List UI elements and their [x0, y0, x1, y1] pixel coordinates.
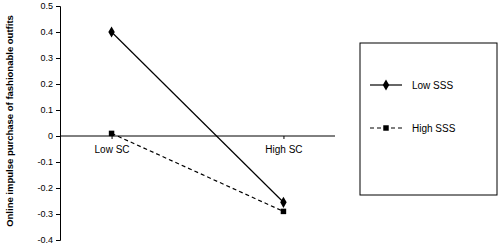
series-marker [108, 26, 114, 37]
x-tick-mark [283, 136, 284, 139]
legend-box [360, 43, 497, 195]
series-line [112, 32, 284, 202]
y-tick-mark [56, 162, 60, 163]
y-tick: -0.2 [37, 183, 60, 193]
y-tick-mark [56, 110, 60, 111]
plot-area [108, 26, 286, 214]
x-tick: Low SC [95, 136, 130, 155]
y-tick-label: 0.5 [40, 1, 53, 11]
x-axis-line [60, 136, 335, 137]
y-tick-mark [56, 58, 60, 59]
y-tick-mark [56, 136, 60, 137]
legend-marker [383, 79, 389, 90]
y-tick-label: 0.4 [40, 27, 53, 37]
y-tick-mark [56, 240, 60, 241]
series-marker [109, 131, 114, 136]
y-tick-label: 0.3 [40, 53, 53, 63]
y-tick-mark [56, 214, 60, 215]
y-axis: -0.4 -0.3 -0.2 -0.1 0 0.1 0.2 0.3 0.4 0.5 [37, 1, 60, 245]
y-tick: 0.1 [40, 105, 60, 115]
y-tick-label: 0.1 [40, 105, 53, 115]
y-tick: -0.4 [37, 235, 60, 245]
y-tick: 0.5 [40, 1, 60, 11]
legend-label: High SSS [412, 123, 456, 134]
x-axis: Low SC High SC [60, 136, 335, 155]
y-tick: -0.1 [37, 157, 60, 167]
y-tick-label: 0.2 [40, 79, 53, 89]
x-tick-label: Low SC [95, 144, 130, 155]
y-tick-mark [56, 6, 60, 7]
y-tick-mark [56, 188, 60, 189]
x-tick: High SC [265, 136, 302, 155]
y-tick-label: -0.2 [37, 183, 53, 193]
y-tick-label: -0.1 [37, 157, 53, 167]
y-axis-title: Online impulse purchase of fashionable o… [4, 15, 15, 227]
y-tick-mark [56, 84, 60, 85]
legend-label: Low SSS [412, 80, 453, 91]
y-tick-label: 0 [48, 131, 53, 141]
y-tick: 0.3 [40, 53, 60, 63]
series-line [112, 133, 284, 211]
y-tick: 0 [48, 131, 60, 141]
y-tick: 0.2 [40, 79, 60, 89]
series-marker [281, 209, 286, 214]
y-tick-label: -0.4 [37, 235, 53, 245]
series-marker [280, 197, 286, 208]
chart: -0.4 -0.3 -0.2 -0.1 0 0.1 0.2 0.3 0.4 0.5 Low SC Hi… [0, 0, 500, 249]
x-tick-mark [112, 136, 113, 139]
legend: Low SSS High SSS [360, 43, 497, 195]
legend-marker [383, 125, 388, 130]
y-tick-mark [56, 32, 60, 33]
y-axis-line [56, 7, 61, 241]
y-tick: -0.3 [37, 209, 60, 219]
y-tick-label: -0.3 [37, 209, 53, 219]
x-tick-label: High SC [265, 144, 302, 155]
y-tick: 0.4 [40, 27, 60, 37]
